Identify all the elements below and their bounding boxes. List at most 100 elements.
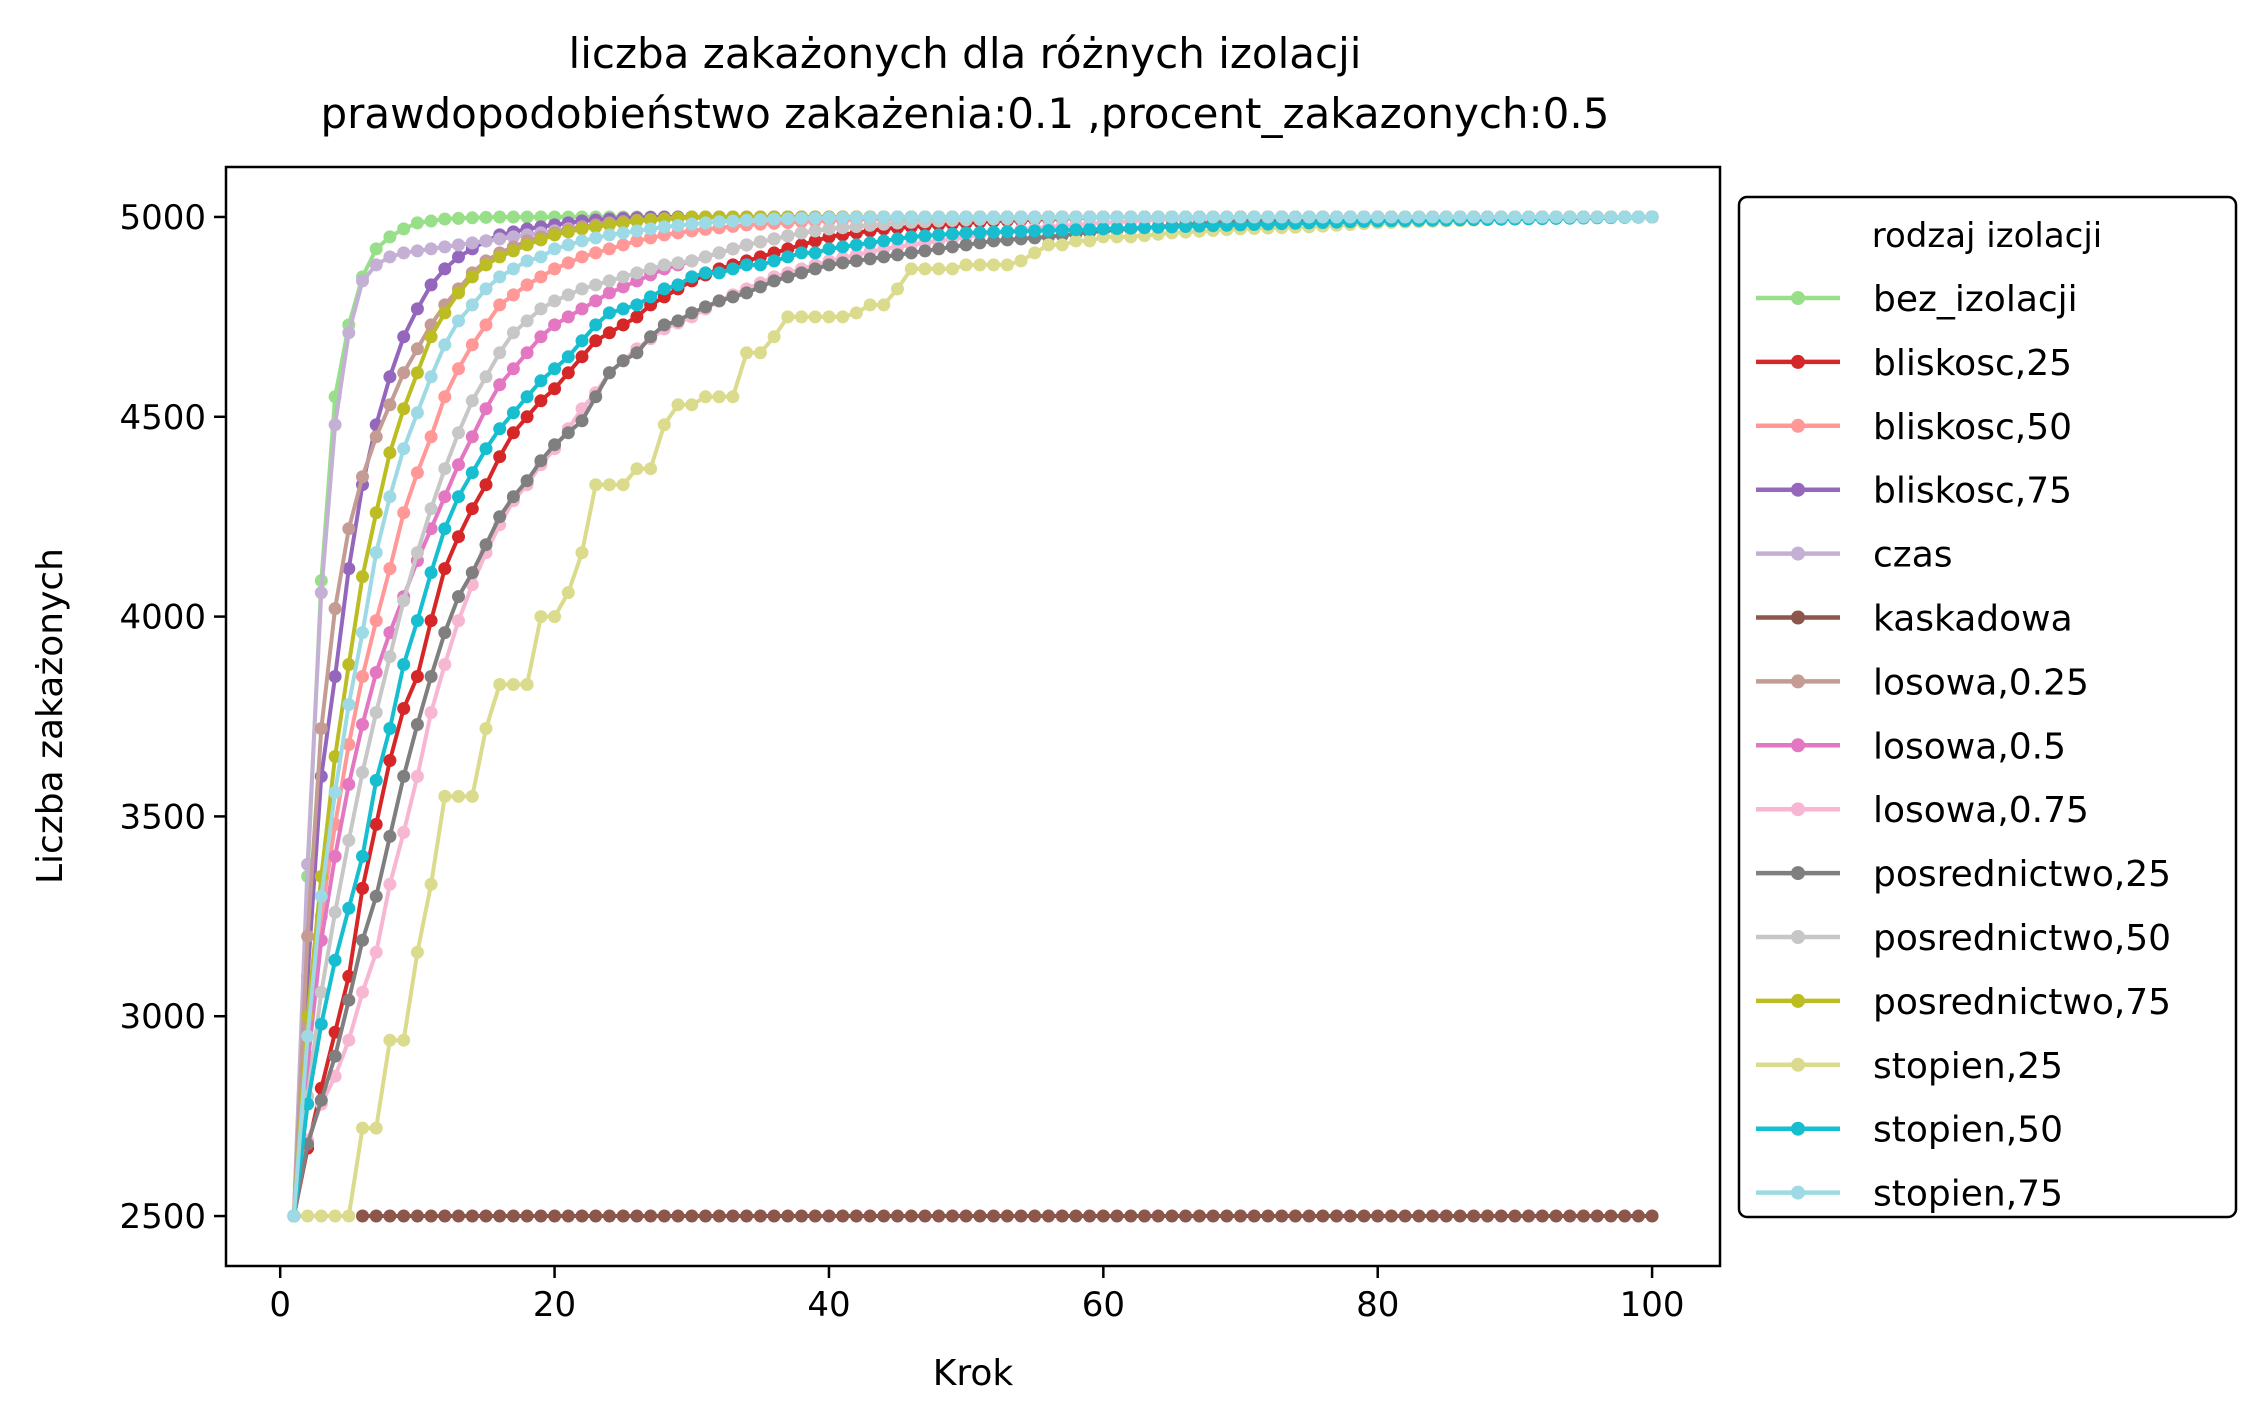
data-point <box>493 422 507 436</box>
data-point <box>479 370 493 384</box>
data-point <box>849 306 863 320</box>
data-point <box>410 302 424 316</box>
data-point <box>534 233 548 247</box>
data-point <box>342 562 356 576</box>
data-point <box>616 478 630 492</box>
data-point <box>397 594 411 608</box>
data-point <box>506 244 520 258</box>
data-point <box>1618 1209 1632 1223</box>
legend-swatch-marker <box>1791 1057 1805 1072</box>
data-point <box>548 228 562 242</box>
data-point <box>945 227 959 241</box>
data-point <box>493 450 507 464</box>
data-point <box>287 1209 301 1223</box>
legend-entry: czas <box>1756 535 1953 576</box>
data-point <box>465 394 479 408</box>
data-point <box>973 236 987 250</box>
data-point <box>465 466 479 480</box>
data-point <box>493 298 507 312</box>
data-point <box>1028 224 1042 238</box>
data-point <box>506 210 520 224</box>
data-point <box>506 426 520 440</box>
series-stopien-75 <box>287 210 1659 1223</box>
data-point <box>1096 1209 1110 1223</box>
legend-title: rodzaj izolacji <box>1872 216 2103 256</box>
data-point <box>328 670 342 683</box>
series-line <box>291 215 1653 1217</box>
legend-entry: posrednictwo,25 <box>1756 854 2171 895</box>
data-point <box>548 438 562 452</box>
data-point <box>1042 210 1055 224</box>
data-point <box>644 213 658 227</box>
data-point <box>904 262 918 276</box>
data-point <box>671 278 685 292</box>
data-point <box>1179 1209 1193 1223</box>
data-point <box>410 466 424 480</box>
data-point <box>877 1209 891 1223</box>
data-point <box>877 298 891 312</box>
data-point <box>1138 210 1151 224</box>
data-point <box>1042 1209 1055 1223</box>
data-point <box>644 262 658 276</box>
data-point <box>561 288 575 302</box>
data-point <box>424 242 438 256</box>
data-point <box>493 378 507 392</box>
data-point <box>520 314 534 328</box>
data-point <box>822 242 836 256</box>
data-point <box>932 1209 946 1223</box>
data-point <box>699 250 712 264</box>
data-point <box>671 219 685 232</box>
data-point <box>712 215 726 229</box>
data-point <box>410 945 424 959</box>
y-tick-label: 3000 <box>119 997 206 1037</box>
data-point <box>493 250 507 264</box>
data-point <box>520 410 534 424</box>
data-point <box>520 254 534 268</box>
data-point <box>630 310 644 324</box>
data-point <box>1000 258 1014 272</box>
data-point <box>959 238 973 252</box>
data-point <box>1316 1209 1330 1223</box>
legend-label: losowa,0.5 <box>1873 726 2066 767</box>
data-point <box>520 390 534 404</box>
data-point <box>918 1209 932 1223</box>
data-point <box>301 1209 315 1223</box>
data-point <box>575 234 589 248</box>
x-tick-label: 0 <box>269 1285 291 1325</box>
series-line <box>291 215 1653 1217</box>
data-point <box>891 1209 904 1223</box>
data-point <box>575 414 589 428</box>
data-point <box>1357 1209 1371 1223</box>
data-point <box>1124 221 1138 235</box>
data-point <box>369 1209 383 1223</box>
data-point <box>740 258 754 272</box>
data-point <box>863 1209 877 1223</box>
data-point <box>506 678 520 691</box>
data-point <box>328 905 342 919</box>
data-point <box>1124 210 1138 224</box>
data-point <box>424 214 438 228</box>
data-point <box>1055 223 1069 237</box>
data-point <box>561 256 575 270</box>
data-point <box>356 570 369 584</box>
data-point <box>356 933 369 947</box>
data-point <box>849 220 863 233</box>
y-tick-label: 4500 <box>119 398 206 438</box>
data-point <box>589 294 603 308</box>
data-point <box>1481 1209 1494 1223</box>
data-point <box>1014 254 1028 268</box>
data-point <box>424 877 438 891</box>
data-point <box>314 586 328 600</box>
legend-items: bez_izolacji bliskosc,25 bliskosc,50 blisko… <box>1756 279 2171 1215</box>
data-point <box>438 338 452 352</box>
data-point <box>342 1209 356 1223</box>
data-point <box>397 330 411 344</box>
data-point <box>1288 1209 1302 1223</box>
series-line <box>291 215 1653 1217</box>
data-point <box>959 258 973 272</box>
data-point <box>644 290 658 304</box>
data-point <box>781 1209 795 1223</box>
data-point <box>891 282 904 296</box>
data-point <box>438 212 452 226</box>
